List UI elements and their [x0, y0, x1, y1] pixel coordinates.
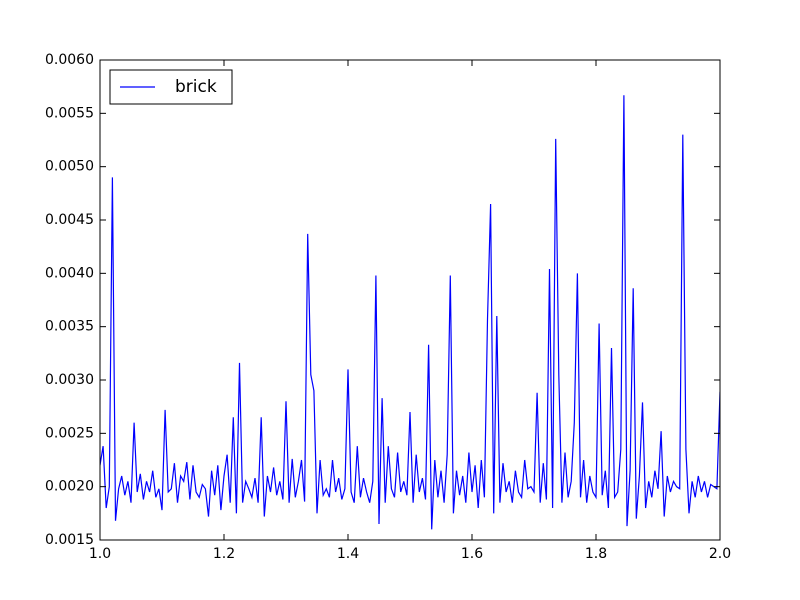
line-series [100, 95, 720, 530]
x-tick-label: 1.0 [89, 546, 111, 562]
x-tick-label: 1.4 [337, 546, 359, 562]
plot-frame [99, 59, 721, 541]
y-tick-label: 0.0055 [45, 105, 94, 121]
y-tick-label: 0.0025 [45, 425, 94, 441]
x-tick-label: 1.2 [213, 546, 235, 562]
y-tick-label: 0.0040 [45, 265, 94, 281]
y-tick-label: 0.0035 [45, 319, 94, 335]
y-tick-label: 0.0045 [45, 212, 94, 228]
x-tick-label: 1.6 [461, 546, 483, 562]
y-tick-label: 0.0030 [45, 372, 94, 388]
x-tick-label: 1.8 [585, 546, 607, 562]
y-tick-label: 0.0020 [45, 479, 94, 495]
x-tick-label: 2.0 [709, 546, 731, 562]
y-tick-label: 0.0015 [45, 532, 94, 548]
legend-label: brick [175, 77, 217, 97]
y-tick-label: 0.0060 [45, 52, 94, 68]
y-tick-label: 0.0050 [45, 159, 94, 175]
